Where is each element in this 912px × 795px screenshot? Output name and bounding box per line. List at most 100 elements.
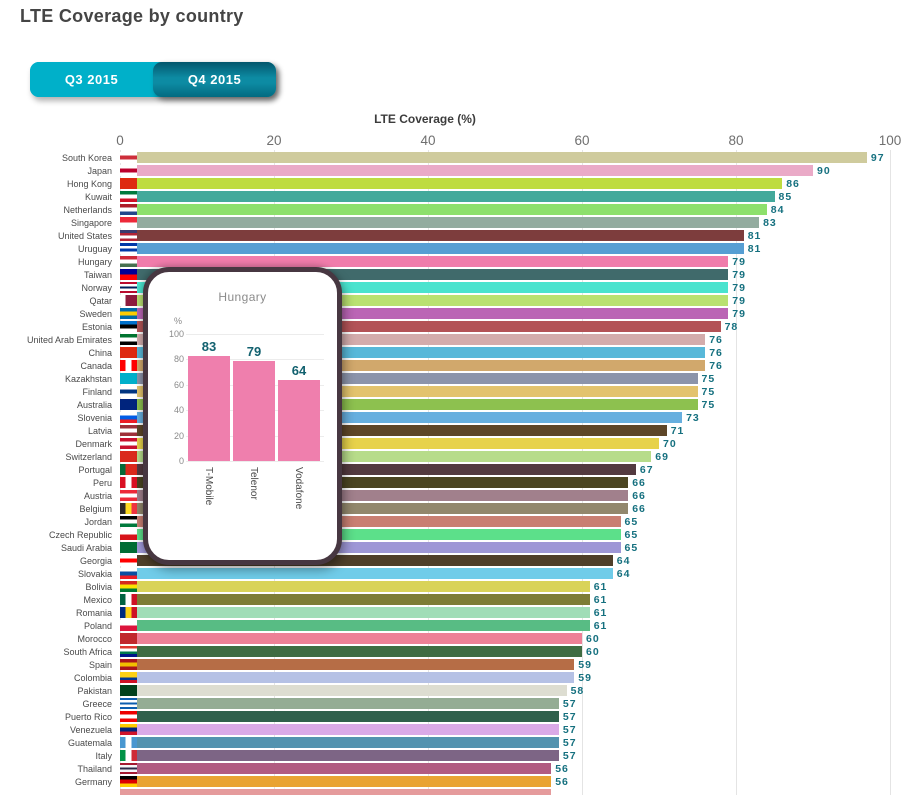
country-row: Taiwan 79 <box>0 268 912 281</box>
value-label: 75 <box>701 398 716 411</box>
value-label: 66 <box>632 489 646 502</box>
coverage-bar[interactable] <box>120 737 559 748</box>
bar-area: 64 <box>120 555 890 567</box>
coverage-bar[interactable] <box>120 399 698 410</box>
coverage-bar[interactable] <box>120 230 744 241</box>
country-row: Thailand 56 <box>0 762 912 775</box>
value-label: 64 <box>616 554 631 567</box>
coverage-bar[interactable] <box>120 516 621 527</box>
tooltip-value-label: 83 <box>201 338 217 354</box>
coverage-bar[interactable] <box>120 789 552 795</box>
coverage-bar[interactable] <box>120 165 813 176</box>
flag-icon-puerto-rico <box>120 711 137 722</box>
country-row: Denmark 70 <box>0 437 912 450</box>
coverage-bar[interactable] <box>120 243 744 254</box>
flag-icon-guatemala <box>120 737 137 748</box>
bar-area: 70 <box>120 438 890 450</box>
flag-icon-greece <box>120 698 137 709</box>
coverage-bar[interactable] <box>120 152 867 163</box>
coverage-bar[interactable] <box>120 581 590 592</box>
coverage-bar[interactable] <box>120 607 590 618</box>
bar-area: 66 <box>120 503 890 515</box>
country-row: Bolivia 61 <box>0 580 912 593</box>
coverage-bar[interactable] <box>120 204 767 215</box>
coverage-bar[interactable] <box>120 698 559 709</box>
coverage-bar[interactable] <box>120 451 652 462</box>
flag-icon-netherlands <box>120 204 137 215</box>
country-label: Portugal <box>78 464 112 475</box>
flag-icon-colombia <box>120 672 137 683</box>
flag-icon-taiwan <box>120 269 137 280</box>
country-row: Portugal 67 <box>0 463 912 476</box>
tab-q4-2015[interactable]: Q4 2015 <box>153 62 276 97</box>
bar-area: 73 <box>120 412 890 424</box>
coverage-bar[interactable] <box>120 477 629 488</box>
country-row: Singapore 83 <box>0 216 912 229</box>
coverage-bar[interactable] <box>120 685 567 696</box>
coverage-bar[interactable] <box>120 633 582 644</box>
coverage-bar[interactable] <box>120 659 575 670</box>
coverage-bar[interactable] <box>120 750 559 761</box>
country-row: Saudi Arabia 65 <box>0 541 912 554</box>
country-row: Kuwait 85 <box>0 190 912 203</box>
coverage-bar[interactable] <box>120 763 552 774</box>
coverage-bar[interactable] <box>120 711 559 722</box>
coverage-bar[interactable] <box>120 672 575 683</box>
coverage-bar[interactable] <box>120 594 590 605</box>
coverage-bar[interactable] <box>120 646 582 657</box>
coverage-bar[interactable] <box>120 360 706 371</box>
x-axis-tick: 0 <box>116 133 124 148</box>
coverage-bar[interactable] <box>120 386 698 397</box>
bar-area: 90 <box>120 165 890 177</box>
coverage-bar[interactable] <box>120 776 552 787</box>
bar-area: 58 <box>120 685 890 697</box>
tooltip-x-label-vodafone: Vodafone <box>293 467 304 510</box>
coverage-bar[interactable] <box>120 724 559 735</box>
coverage-bar[interactable] <box>120 568 613 579</box>
coverage-bar[interactable] <box>120 490 629 501</box>
value-label: 60 <box>586 645 600 658</box>
coverage-bar[interactable] <box>120 503 629 514</box>
coverage-bar[interactable] <box>120 282 729 293</box>
flag-icon-kazakhstan <box>120 373 137 384</box>
country-label: Canada <box>80 360 112 371</box>
flag-icon-morocco <box>120 633 137 644</box>
coverage-bar[interactable] <box>120 178 783 189</box>
coverage-bar[interactable] <box>120 256 729 267</box>
coverage-bar[interactable] <box>120 425 667 436</box>
coverage-bar[interactable] <box>120 334 706 345</box>
country-label: Netherlands <box>63 204 112 215</box>
country-label: Bolivia <box>85 581 112 592</box>
tooltip-x-label-telenor: Telenor <box>248 467 259 500</box>
coverage-bar[interactable] <box>120 321 721 332</box>
country-row-partial <box>0 788 912 795</box>
coverage-bar[interactable] <box>120 217 760 228</box>
value-label: 69 <box>655 450 669 463</box>
tab-q3-2015[interactable]: Q3 2015 <box>30 62 153 97</box>
flag-icon-venezuela <box>120 724 137 735</box>
country-row: Slovakia 64 <box>0 567 912 580</box>
coverage-bar[interactable] <box>120 191 775 202</box>
coverage-bar[interactable] <box>120 347 706 358</box>
coverage-bar[interactable] <box>120 464 636 475</box>
coverage-bar[interactable] <box>120 269 729 280</box>
coverage-bar[interactable] <box>120 620 590 631</box>
coverage-bar[interactable] <box>120 555 613 566</box>
country-label: Slovenia <box>77 412 112 423</box>
country-row: Romania 61 <box>0 606 912 619</box>
coverage-bar[interactable] <box>120 295 729 306</box>
tooltip-y-tick: 40 <box>173 405 184 416</box>
country-label: Puerto Rico <box>64 711 112 722</box>
coverage-bar[interactable] <box>120 438 659 449</box>
coverage-bar[interactable] <box>120 412 683 423</box>
coverage-bar[interactable] <box>120 373 698 384</box>
country-label: Singapore <box>70 217 112 228</box>
country-label: Norway <box>81 282 112 293</box>
country-row: Spain 59 <box>0 658 912 671</box>
coverage-bar[interactable] <box>120 529 621 540</box>
country-label: United States <box>57 230 112 241</box>
coverage-bar[interactable] <box>120 308 729 319</box>
coverage-bar[interactable] <box>120 542 621 553</box>
country-label: Austria <box>83 490 112 501</box>
flag-icon-portugal <box>120 464 137 475</box>
